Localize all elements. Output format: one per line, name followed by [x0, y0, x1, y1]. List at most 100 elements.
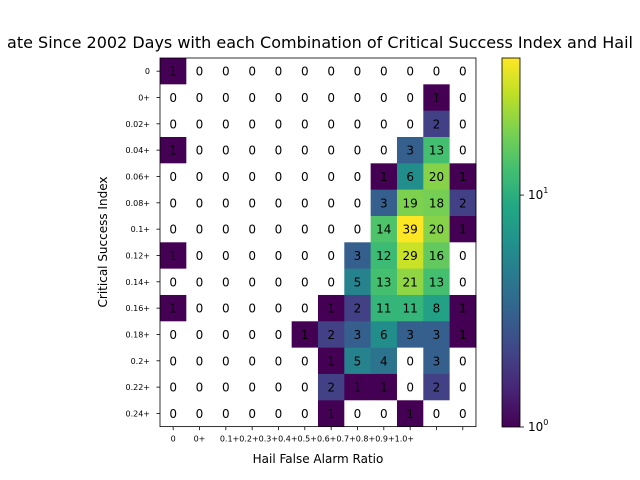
- heatmap-cell: [238, 215, 266, 243]
- heatmap-cell: [238, 294, 266, 322]
- heatmap-cell: [423, 58, 451, 85]
- cell-value-label: 0: [169, 196, 177, 210]
- cell-value-label: 0: [222, 407, 230, 421]
- heatmap-cell: [238, 189, 266, 217]
- heatmap-cell: [396, 84, 424, 112]
- cell-value-label: 0: [459, 65, 467, 79]
- heatmap-cell: [396, 294, 424, 322]
- heatmap-cell: [212, 294, 240, 322]
- cell-value-label: 1: [169, 302, 177, 316]
- heatmap-cell: [370, 163, 398, 191]
- heatmap-cell: [449, 163, 477, 191]
- heatmap-cell: [160, 347, 187, 375]
- heatmap-cell: [160, 84, 187, 112]
- heatmap-cell: [238, 163, 266, 191]
- cell-value-label: 0: [327, 196, 335, 210]
- heatmap-cell: [186, 294, 214, 322]
- heatmap-cell: [265, 163, 293, 191]
- cell-value-label: 0: [459, 407, 467, 421]
- heatmap-cell: [238, 268, 266, 296]
- y-tick-label: 0.2+: [131, 357, 150, 366]
- y-tick-label: 0.18+: [125, 330, 150, 339]
- heatmap-cell: [291, 373, 319, 401]
- colorbar: 100 101: [501, 57, 548, 434]
- cell-value-label: 0: [222, 170, 230, 184]
- heatmap-cell: [291, 321, 319, 349]
- heatmap-cell: [449, 268, 477, 296]
- heatmap-cell: [423, 163, 451, 191]
- heatmap-cell: [212, 400, 240, 428]
- y-tick-label: 0.12+: [125, 251, 150, 260]
- heatmap-cell: [186, 400, 214, 428]
- heatmap-cell: [291, 163, 319, 191]
- cell-value-label: 0: [222, 65, 230, 79]
- cell-value-label: 0: [275, 170, 283, 184]
- heatmap-cell: [238, 110, 266, 138]
- cell-value-label: 0: [275, 381, 283, 395]
- heatmap-cell: [291, 189, 319, 217]
- heatmap-cell: [212, 242, 240, 270]
- cell-value-label: 0: [196, 196, 204, 210]
- cell-value-label: 0: [327, 223, 335, 237]
- cell-value-label: 0: [380, 144, 388, 158]
- cell-value-label: 0: [327, 65, 335, 79]
- cell-value-label: 2: [327, 328, 335, 342]
- heatmap-cell: [344, 400, 372, 428]
- cell-value-label: 0: [354, 117, 362, 131]
- cell-value-label: 0: [459, 354, 467, 368]
- cell-value-label: 16: [429, 249, 444, 263]
- heatmap-cell: [291, 268, 319, 296]
- cell-value-label: 0: [406, 117, 414, 131]
- heatmap-cell: [265, 373, 293, 401]
- heatmap-cell: [370, 58, 398, 85]
- cell-value-label: 0: [275, 249, 283, 263]
- heatmap-cell: [160, 136, 187, 164]
- heatmap-cell: [317, 321, 345, 349]
- cell-value-label: 0: [169, 407, 177, 421]
- cell-value-label: 0: [301, 223, 309, 237]
- heatmap-cell: [212, 268, 240, 296]
- cell-value-label: 0: [248, 407, 256, 421]
- heatmap-cell: [370, 189, 398, 217]
- heatmap-cell: [396, 373, 424, 401]
- heatmap-cell: [423, 268, 451, 296]
- cell-value-label: 0: [248, 65, 256, 79]
- cell-value-label: 13: [429, 144, 444, 158]
- y-axis-label: Critical Success Index: [96, 177, 110, 308]
- cell-value-label: 0: [327, 275, 335, 289]
- heatmap-cell: [317, 373, 345, 401]
- y-tick-label: 0.06+: [125, 172, 150, 181]
- cell-value-label: 0: [327, 170, 335, 184]
- cell-value-label: 0: [301, 117, 309, 131]
- heatmap-cell: [265, 189, 293, 217]
- cell-value-label: 1: [327, 302, 335, 316]
- cell-value-label: 0: [169, 381, 177, 395]
- cell-value-label: 0: [222, 196, 230, 210]
- x-tick-label: 0.1+0.2+0.3+0.4+0.5+0.6+0.7+0.8+0.9+1.0+: [220, 435, 414, 444]
- heatmap-cell: [265, 136, 293, 164]
- heatmap-cell: [186, 110, 214, 138]
- cell-value-label: 0: [301, 144, 309, 158]
- cell-value-label: 0: [169, 117, 177, 131]
- heatmap-cell: [317, 347, 345, 375]
- colorbar-tick-label: 101: [528, 186, 548, 202]
- cell-value-label: 0: [433, 65, 441, 79]
- colorbar-gradient: [501, 57, 521, 428]
- cell-value-label: 0: [327, 117, 335, 131]
- cell-value-label: 3: [380, 196, 388, 210]
- cell-value-label: 0: [354, 91, 362, 105]
- heatmap-cell: [238, 321, 266, 349]
- heatmap-cell: [186, 84, 214, 112]
- heatmap-cell: [317, 400, 345, 428]
- cell-value-label: 0: [275, 196, 283, 210]
- cell-value-label: 1: [169, 249, 177, 263]
- heatmap-cell: [186, 189, 214, 217]
- cell-value-label: 0: [301, 91, 309, 105]
- heatmap-cell: [396, 215, 424, 243]
- cell-value-label: 0: [301, 170, 309, 184]
- y-tick-label: 0.08+: [125, 199, 150, 208]
- heatmap-cell: [265, 294, 293, 322]
- heatmap-cell: [265, 110, 293, 138]
- heatmap-cell: [291, 400, 319, 428]
- heatmap-cell: [212, 347, 240, 375]
